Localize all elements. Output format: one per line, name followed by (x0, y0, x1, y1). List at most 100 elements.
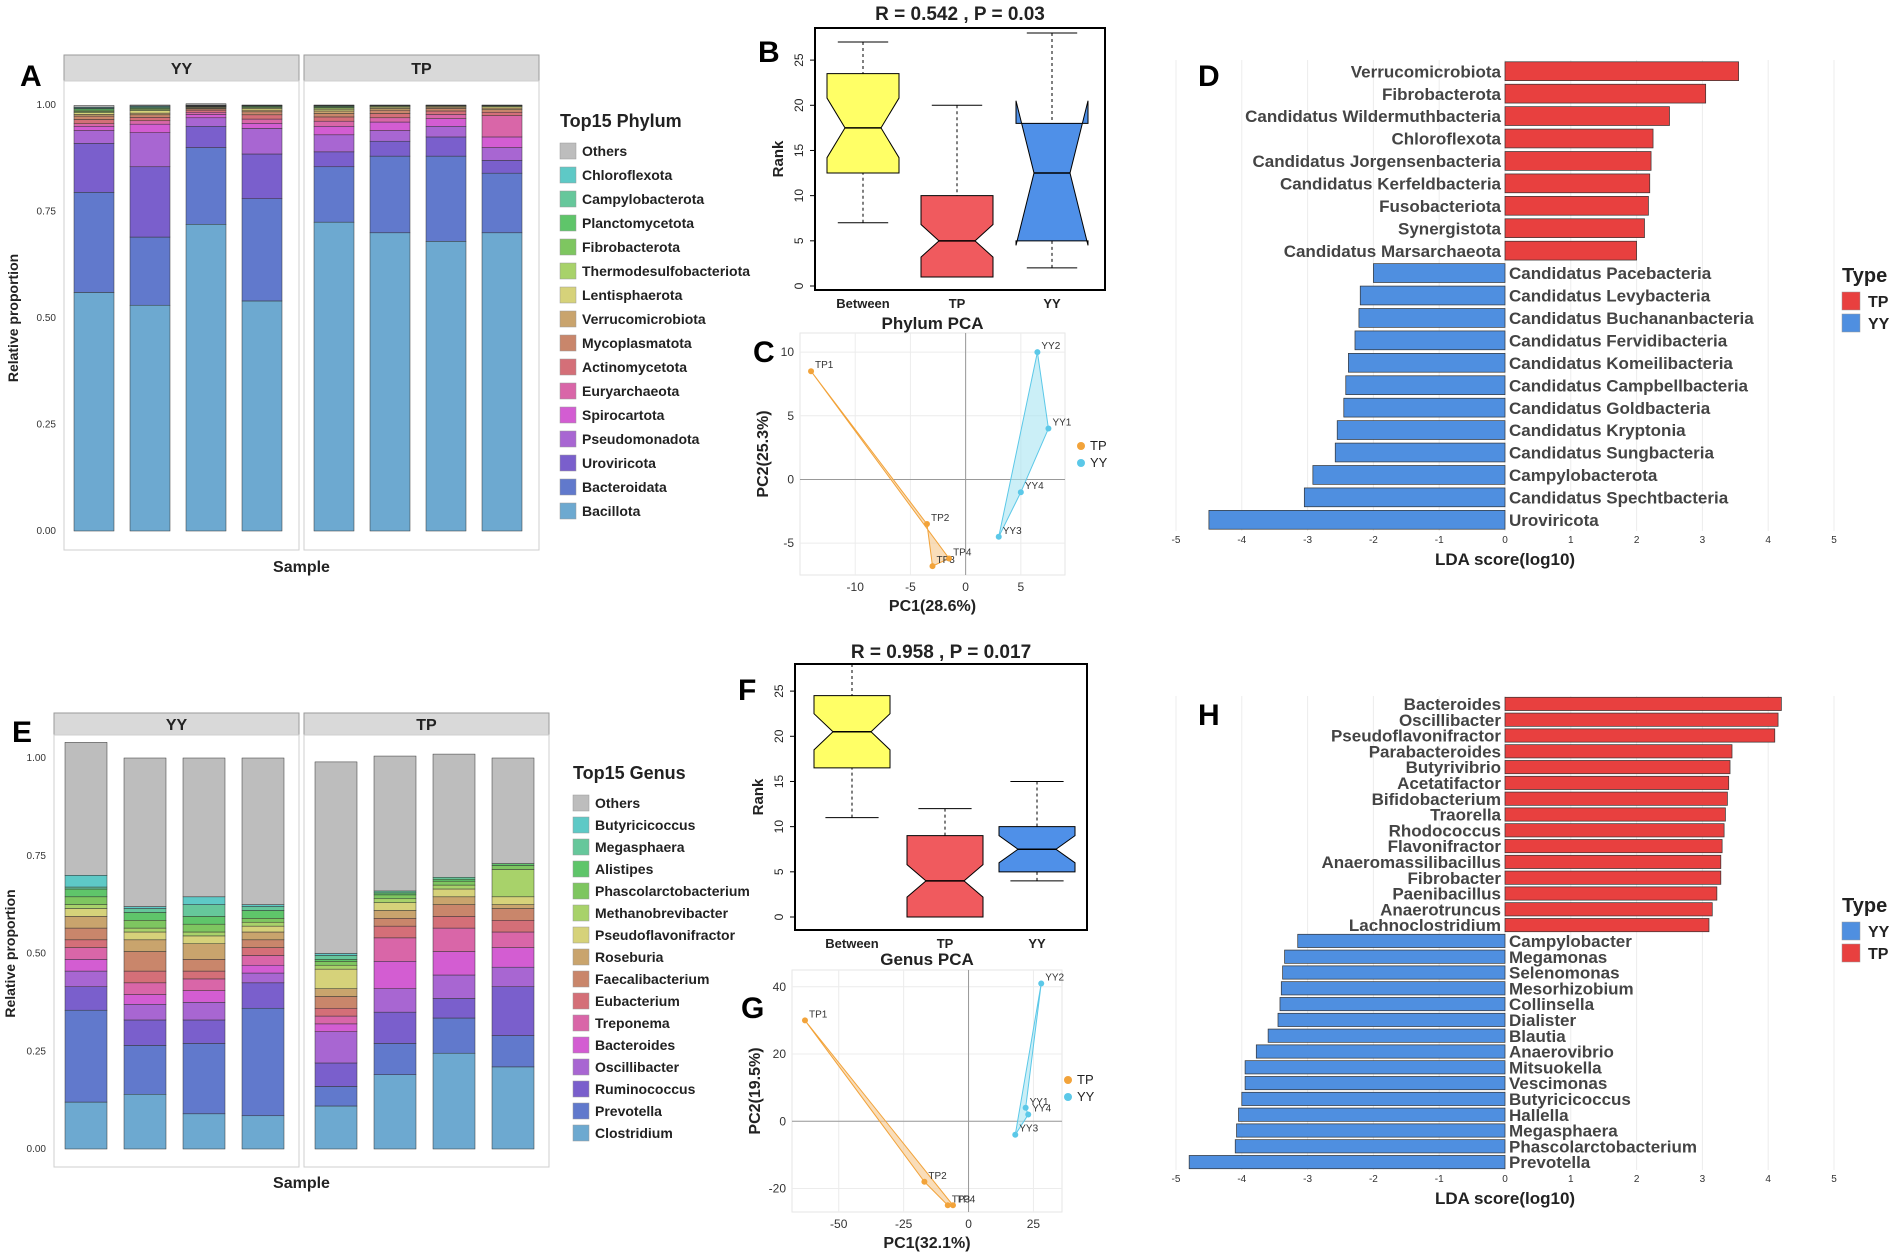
point-tp4 (949, 1202, 956, 1209)
panel-label-c: C (753, 336, 775, 369)
legend-swatch (559, 214, 577, 232)
lda-bar-label: Dialister (1509, 1011, 1576, 1030)
bar-segment-oscillibacter (182, 1002, 226, 1021)
legend-label: Campylobacterota (582, 191, 704, 207)
y-axis-label: Relative proportion (2, 889, 18, 1017)
legend-swatch (559, 406, 577, 424)
bar-segment-bacillota (313, 221, 355, 532)
x-tick-label: 2 (1634, 535, 1640, 546)
bar-segment-bacteroidata (313, 166, 355, 223)
y-tick-label: 1.00 (27, 753, 47, 764)
bar-segment-lentisphaerota (73, 112, 115, 115)
point-tp1 (808, 368, 815, 375)
bar-segment-treponema (182, 978, 226, 991)
bar-segment-lentisphaerota (241, 108, 283, 111)
x-tick-label: TP (937, 936, 954, 951)
lda-bar (1343, 397, 1506, 418)
bar-segment-uroviricota (129, 166, 171, 238)
x-tick-label: -4 (1237, 1174, 1246, 1185)
panel-label-h: H (1198, 699, 1220, 732)
legend-swatch (1841, 943, 1861, 963)
lda-bar-label: Collinsella (1509, 995, 1595, 1014)
lda-bar-label: Fusobacteriota (1379, 197, 1501, 216)
lda-bar (1504, 870, 1722, 885)
lda-bar (1236, 1123, 1506, 1138)
lda-bar (1504, 775, 1730, 790)
bar-segment-phascolarctobacterium (241, 918, 285, 923)
bar-segment-pseudoflavonifractor (64, 908, 108, 917)
bar-segment-faecalibacterium (314, 996, 358, 1009)
panel-label-g: G (741, 992, 764, 1025)
bar-segment-bacteroides (373, 961, 417, 989)
bar-segment-megasphaera (373, 890, 417, 894)
bar-segment-bacteroides (182, 990, 226, 1003)
legend-swatch (559, 190, 577, 208)
lda-bar (1241, 1091, 1506, 1106)
bar-segment-methanobrevibacter (182, 931, 226, 937)
lda-bar (1504, 83, 1707, 104)
lda-bar-label: Vescimonas (1509, 1074, 1607, 1093)
lda-bar (1504, 807, 1726, 822)
bar-segment-uroviricota (425, 136, 467, 157)
bar-segment-prevotella (432, 1017, 476, 1054)
x-axis-label: Sample (273, 1175, 330, 1192)
bar-segment-verrucomicrobiota (481, 107, 523, 110)
bar-segment-verrucomicrobiota (73, 114, 115, 117)
bar-segment-chloroflexota (241, 104, 283, 106)
legend-swatch (572, 926, 590, 944)
bar-segment-bacillota (481, 232, 523, 532)
lda-bar (1279, 997, 1506, 1012)
bar-segment-others (481, 104, 523, 106)
bar-segment-clostridium (123, 1094, 167, 1150)
bar-segment-bacteroidata (241, 198, 283, 302)
y-tick-label: 0.00 (27, 1144, 47, 1155)
bar-segment-mycoplasmatota (369, 109, 411, 114)
bar-segment-bacteroidata (425, 155, 467, 242)
lda-bar (1277, 1012, 1506, 1027)
bar-segment-megasphaera (241, 906, 285, 911)
panel-label-a: A (20, 60, 42, 93)
bar-segment-actinomycetota (481, 111, 523, 116)
bar-segment-ruminococcus (491, 986, 535, 1036)
bar-segment-spirocartota (425, 118, 467, 127)
bar-segment-bacteroidata (129, 236, 171, 306)
legend-swatch (559, 166, 577, 184)
bar-segment-prevotella (241, 1007, 285, 1117)
point-tp4 (946, 555, 953, 562)
panel-c: C Phylum PCA -10 -5 0 5 -5 0 5 10 PC1(28.6%) PC2(25… (753, 314, 1108, 615)
y-tick-label: 0.50 (37, 313, 57, 324)
bar-segment-butyricicoccus (64, 875, 108, 888)
lda-bar-label: Oscillibacter (1399, 711, 1501, 730)
lda-bar-label: Synergistota (1398, 219, 1502, 238)
lda-bar-label: Mesorhizobium (1509, 979, 1634, 998)
legend-label: Mycoplasmatota (582, 335, 692, 351)
legend-label: Fibrobacterota (582, 239, 680, 255)
lda-bar (1348, 353, 1506, 373)
bar-segment-phascolarctobacterium (491, 865, 535, 870)
x-tick-label: -1 (1435, 1174, 1444, 1185)
panel-b: B R = 0.542 , P = 0.03 0 5 10 15 20 25 Rank Betwe… (758, 4, 1106, 311)
x-axis-label: Sample (273, 559, 330, 576)
legend-label: Eubacterium (595, 993, 680, 1009)
lda-bar-label: Candidatus Fervidibacteria (1509, 331, 1728, 350)
bar-segment-roseburia (314, 988, 358, 997)
facet-strip (63, 54, 300, 82)
x-tick-label: -1 (1435, 535, 1444, 546)
box-tp (906, 835, 984, 918)
bar-segment-roseburia (491, 904, 535, 909)
bar-segment-faecalibacterium (123, 951, 167, 972)
legend-label: Spirocartota (582, 407, 665, 423)
bar-segment-actinomycetota (241, 114, 283, 120)
x-tick-label: Between (836, 296, 890, 311)
bar-segment-euryarchaeota (369, 117, 411, 123)
lda-bar-label: Chloroflexota (1391, 130, 1501, 149)
lda-bar (1504, 240, 1637, 261)
lda-bar-label: Butyrivibrio (1406, 758, 1501, 777)
x-tick-label: -2 (1369, 535, 1378, 546)
bar-segment-butyricicoccus (241, 904, 285, 907)
bar-segment-phascolarctobacterium (123, 920, 167, 929)
bar-segment-treponema (123, 982, 167, 995)
bar-segment-others (129, 104, 171, 107)
legend-label: Actinomycetota (582, 359, 687, 375)
lda-bar-label: Lachnoclostridium (1349, 916, 1501, 935)
